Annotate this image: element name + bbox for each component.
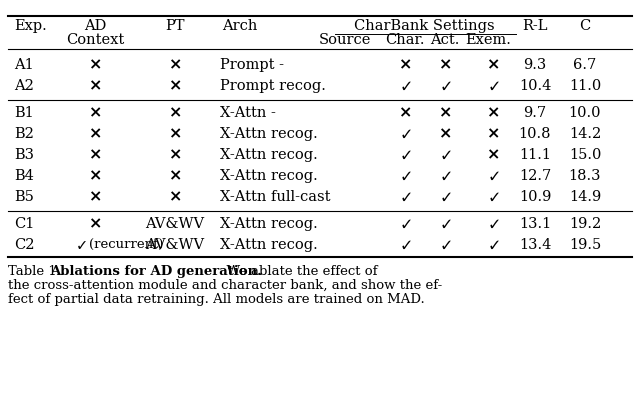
Text: B2: B2 xyxy=(14,127,34,141)
Text: 14.9: 14.9 xyxy=(569,190,601,204)
Text: $\boldsymbol{\times}$: $\boldsymbol{\times}$ xyxy=(168,79,182,93)
Text: $\boldsymbol{\times}$: $\boldsymbol{\times}$ xyxy=(486,105,500,120)
Text: PT: PT xyxy=(165,19,185,33)
Text: B3: B3 xyxy=(14,148,34,162)
Text: Ablations for AD generation.: Ablations for AD generation. xyxy=(50,265,262,278)
Text: Exem.: Exem. xyxy=(465,33,511,47)
Text: $\checkmark$: $\checkmark$ xyxy=(438,190,451,205)
Text: AV&WV: AV&WV xyxy=(145,238,205,252)
Text: fect of partial data retraining. All models are trained on MAD.: fect of partial data retraining. All mod… xyxy=(8,293,425,306)
Text: R-L: R-L xyxy=(522,19,548,33)
Text: $\checkmark$: $\checkmark$ xyxy=(486,79,499,93)
Text: $\checkmark$: $\checkmark$ xyxy=(486,190,499,205)
Text: $\boldsymbol{\times}$: $\boldsymbol{\times}$ xyxy=(168,168,182,184)
Text: $\boldsymbol{\times}$: $\boldsymbol{\times}$ xyxy=(168,190,182,205)
Text: $\checkmark$: $\checkmark$ xyxy=(399,217,412,231)
Text: C2: C2 xyxy=(14,238,35,252)
Text: $\checkmark$: $\checkmark$ xyxy=(399,168,412,184)
Text: 10.0: 10.0 xyxy=(569,106,601,120)
Text: Arch: Arch xyxy=(222,19,258,33)
Text: 10.4: 10.4 xyxy=(519,79,551,93)
Text: 6.7: 6.7 xyxy=(573,58,596,72)
Text: 12.7: 12.7 xyxy=(519,169,551,183)
Text: $\boldsymbol{\times}$: $\boldsymbol{\times}$ xyxy=(486,148,500,162)
Text: $\boldsymbol{\times}$: $\boldsymbol{\times}$ xyxy=(168,105,182,120)
Text: X-Attn recog.: X-Attn recog. xyxy=(220,169,317,183)
Text: $\boldsymbol{\times}$: $\boldsymbol{\times}$ xyxy=(168,57,182,73)
Text: 9.3: 9.3 xyxy=(524,58,547,72)
Text: B4: B4 xyxy=(14,169,34,183)
Text: X-Attn recog.: X-Attn recog. xyxy=(220,217,317,231)
Text: B1: B1 xyxy=(14,106,34,120)
Text: X-Attn -: X-Attn - xyxy=(220,106,276,120)
Text: $\checkmark$: $\checkmark$ xyxy=(399,190,412,205)
Text: $\checkmark$: $\checkmark$ xyxy=(399,237,412,253)
Text: the cross-attention module and character bank, and show the ef-: the cross-attention module and character… xyxy=(8,279,442,292)
Text: CharBank Settings: CharBank Settings xyxy=(354,19,494,33)
Text: $\boldsymbol{\times}$: $\boldsymbol{\times}$ xyxy=(168,126,182,142)
Text: $\checkmark$: $\checkmark$ xyxy=(486,168,499,184)
Text: X-Attn recog.: X-Attn recog. xyxy=(220,148,317,162)
Text: 19.5: 19.5 xyxy=(569,238,601,252)
Text: $\checkmark$: $\checkmark$ xyxy=(438,217,451,231)
Text: $\boldsymbol{\times}$: $\boldsymbol{\times}$ xyxy=(438,126,452,142)
Text: 13.4: 13.4 xyxy=(519,238,551,252)
Text: $\checkmark$: $\checkmark$ xyxy=(399,126,412,142)
Text: $\checkmark$: $\checkmark$ xyxy=(486,217,499,231)
Text: We ablate the effect of: We ablate the effect of xyxy=(218,265,378,278)
Text: $\checkmark$: $\checkmark$ xyxy=(486,237,499,253)
Text: A1: A1 xyxy=(14,58,34,72)
Text: $\checkmark$: $\checkmark$ xyxy=(399,148,412,162)
Text: X-Attn recog.: X-Attn recog. xyxy=(220,127,317,141)
Text: C: C xyxy=(579,19,591,33)
Text: Act.: Act. xyxy=(430,33,460,47)
Text: $\boldsymbol{\times}$: $\boldsymbol{\times}$ xyxy=(438,105,452,120)
Text: Context: Context xyxy=(66,33,124,47)
Text: $\boldsymbol{\times}$: $\boldsymbol{\times}$ xyxy=(88,168,102,184)
Text: $\checkmark$: $\checkmark$ xyxy=(438,168,451,184)
Text: $\boldsymbol{\times}$: $\boldsymbol{\times}$ xyxy=(438,57,452,73)
Text: $\boldsymbol{\times}$: $\boldsymbol{\times}$ xyxy=(88,126,102,142)
Text: $\checkmark$: $\checkmark$ xyxy=(399,79,412,93)
Text: 9.7: 9.7 xyxy=(524,106,547,120)
Text: $\checkmark$: $\checkmark$ xyxy=(75,237,87,253)
Text: (recurrent): (recurrent) xyxy=(89,239,163,251)
Text: $\checkmark$: $\checkmark$ xyxy=(438,79,451,93)
Text: Exp.: Exp. xyxy=(14,19,47,33)
Text: $\boldsymbol{\times}$: $\boldsymbol{\times}$ xyxy=(88,190,102,205)
Text: A2: A2 xyxy=(14,79,34,93)
Text: Char.: Char. xyxy=(385,33,425,47)
Text: Table 1.: Table 1. xyxy=(8,265,63,278)
Text: $\boldsymbol{\times}$: $\boldsymbol{\times}$ xyxy=(486,126,500,142)
Text: $\boldsymbol{\times}$: $\boldsymbol{\times}$ xyxy=(88,148,102,162)
Text: X-Attn full-cast: X-Attn full-cast xyxy=(220,190,330,204)
Text: AV&WV: AV&WV xyxy=(145,217,205,231)
Text: $\boldsymbol{\times}$: $\boldsymbol{\times}$ xyxy=(398,57,412,73)
Text: $\boldsymbol{\times}$: $\boldsymbol{\times}$ xyxy=(486,57,500,73)
Text: 19.2: 19.2 xyxy=(569,217,601,231)
Text: $\boldsymbol{\times}$: $\boldsymbol{\times}$ xyxy=(88,217,102,231)
Text: Prompt recog.: Prompt recog. xyxy=(220,79,326,93)
Text: 11.0: 11.0 xyxy=(569,79,601,93)
Text: AD: AD xyxy=(84,19,106,33)
Text: $\checkmark$: $\checkmark$ xyxy=(438,148,451,162)
Text: X-Attn recog.: X-Attn recog. xyxy=(220,238,317,252)
Text: 15.0: 15.0 xyxy=(569,148,601,162)
Text: $\boldsymbol{\times}$: $\boldsymbol{\times}$ xyxy=(88,79,102,93)
Text: 11.1: 11.1 xyxy=(519,148,551,162)
Text: $\boldsymbol{\times}$: $\boldsymbol{\times}$ xyxy=(88,57,102,73)
Text: C1: C1 xyxy=(14,217,35,231)
Text: B5: B5 xyxy=(14,190,34,204)
Text: Prompt -: Prompt - xyxy=(220,58,284,72)
Text: 13.1: 13.1 xyxy=(519,217,551,231)
Text: Source: Source xyxy=(319,33,371,47)
Text: 10.9: 10.9 xyxy=(519,190,551,204)
Text: 14.2: 14.2 xyxy=(569,127,601,141)
Text: $\checkmark$: $\checkmark$ xyxy=(438,237,451,253)
Text: $\boldsymbol{\times}$: $\boldsymbol{\times}$ xyxy=(168,148,182,162)
Text: $\boldsymbol{\times}$: $\boldsymbol{\times}$ xyxy=(88,105,102,120)
Text: 10.8: 10.8 xyxy=(519,127,551,141)
Text: $\boldsymbol{\times}$: $\boldsymbol{\times}$ xyxy=(398,105,412,120)
Text: 18.3: 18.3 xyxy=(569,169,601,183)
